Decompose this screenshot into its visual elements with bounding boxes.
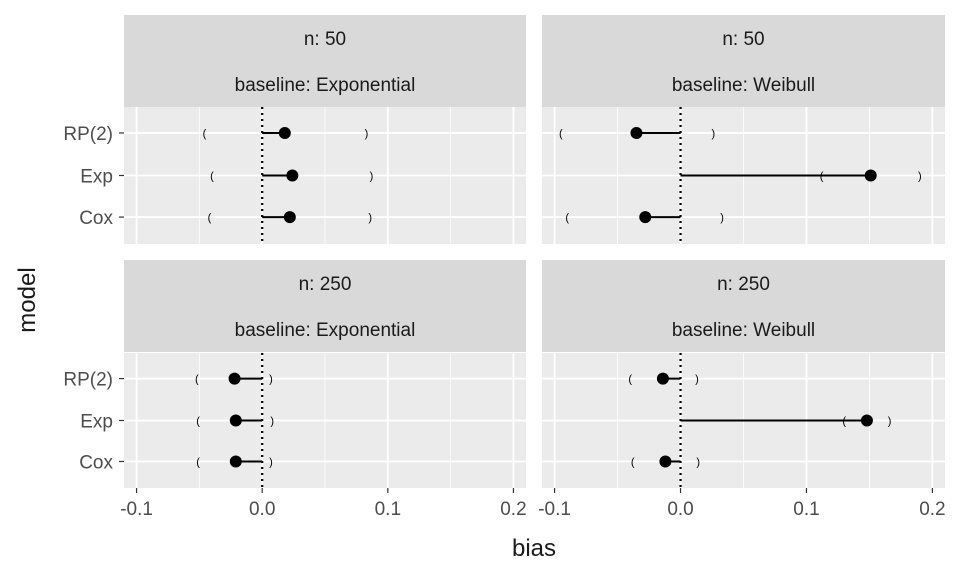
strip-bottom-label: baseline: Exponential (235, 320, 416, 341)
strip-top (542, 260, 945, 306)
strip-top (124, 260, 526, 306)
strip-bottom-label: baseline: Weibull (672, 75, 815, 96)
strip-top-label: n: 250 (717, 274, 770, 295)
strip-bottom-label: baseline: Exponential (235, 75, 416, 96)
upper-bound-mark: ) (695, 374, 699, 386)
upper-bound-mark: ) (368, 212, 372, 224)
upper-bound-mark: ) (696, 456, 700, 468)
x-tick-label: -0.1 (538, 499, 571, 520)
lower-bound-mark: ( (565, 212, 569, 224)
x-tick-label: 0.0 (249, 499, 275, 520)
upper-bound-mark: ) (270, 416, 274, 428)
upper-bound-mark: ) (365, 128, 369, 140)
strip-top-label: n: 250 (299, 274, 352, 295)
lower-bound-mark: ( (559, 128, 563, 140)
bias-point (860, 414, 873, 427)
upper-bound-mark: ) (711, 128, 715, 140)
bias-point (639, 211, 652, 224)
strip-top-label: n: 50 (304, 29, 346, 50)
y-tick-label: RP(2) (63, 124, 113, 145)
y-tick-label: Cox (79, 208, 113, 229)
bias-point (229, 455, 242, 468)
strip-top (542, 15, 945, 61)
bias-point (278, 126, 291, 139)
strip-bottom-label: baseline: Weibull (672, 320, 815, 341)
lower-bound-mark: ( (628, 374, 632, 386)
bias-point (659, 455, 672, 468)
y-tick-label: Exp (80, 167, 113, 188)
lower-bound-mark: ( (196, 416, 200, 428)
bias-point (228, 372, 241, 385)
y-tick-label: RP(2) (63, 370, 113, 391)
lower-bound-mark: ( (203, 128, 207, 140)
lower-bound-mark: ( (631, 456, 635, 468)
upper-bound-mark: ) (918, 171, 922, 183)
x-tick-label: 0.0 (667, 499, 693, 520)
bias-point (864, 169, 877, 182)
upper-bound-mark: ) (269, 456, 273, 468)
strip-bottom (542, 306, 945, 352)
y-tick-label: Exp (80, 412, 113, 433)
y-tick-label: Cox (79, 452, 113, 473)
lower-bound-mark: ( (842, 416, 846, 428)
bias-point (283, 211, 296, 224)
x-tick-label: 0.2 (500, 499, 526, 520)
upper-bound-mark: ) (269, 374, 273, 386)
upper-bound-mark: ) (370, 171, 374, 183)
x-axis-title: bias (512, 535, 556, 562)
lower-bound-mark: ( (208, 212, 212, 224)
lower-bound-mark: ( (820, 171, 824, 183)
upper-bound-mark: ) (720, 212, 724, 224)
strip-top (124, 15, 526, 61)
strip-top-label: n: 50 (722, 29, 764, 50)
x-tick-label: -0.1 (120, 499, 153, 520)
bias-point (286, 169, 299, 182)
strip-bottom (124, 61, 526, 107)
lower-bound-mark: ( (210, 171, 214, 183)
x-tick-label: 0.2 (919, 499, 945, 520)
strip-bottom (542, 61, 945, 107)
strip-bottom (124, 306, 526, 352)
lower-bound-mark: ( (196, 456, 200, 468)
bias-point (630, 126, 643, 139)
upper-bound-mark: ) (888, 416, 892, 428)
x-tick-label: 0.1 (793, 499, 819, 520)
x-tick-label: 0.1 (375, 499, 401, 520)
bias-point (229, 414, 242, 427)
bias-point (656, 372, 669, 385)
y-axis-title: model (14, 267, 41, 332)
lower-bound-mark: ( (195, 374, 199, 386)
